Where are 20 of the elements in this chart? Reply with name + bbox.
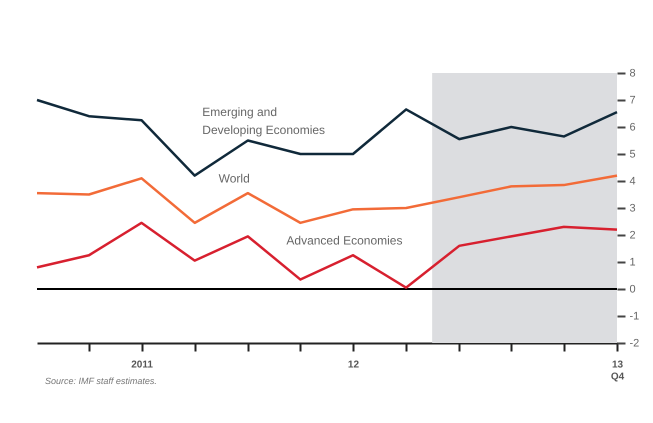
y-tick-label: 2 xyxy=(630,230,636,242)
series-label: Emerging and Developing Economies xyxy=(202,105,326,138)
line-series xyxy=(36,174,618,224)
y-tick-label: 3 xyxy=(630,202,636,214)
line-series xyxy=(36,222,618,289)
y-tick-label: 7 xyxy=(630,94,636,106)
y-tick-label: 0 xyxy=(630,284,636,296)
x-tick-label: 13 Q4 xyxy=(610,360,625,382)
y-tick-label: -2 xyxy=(630,338,640,350)
y-tick-label: 4 xyxy=(630,176,636,188)
series-label: World xyxy=(218,171,250,186)
y-tick-label: 1 xyxy=(630,256,636,268)
x-tick-label: 2011 xyxy=(131,360,154,370)
y-tick-label: -1 xyxy=(630,310,640,322)
x-tick-label: 12 xyxy=(348,360,360,370)
source-note: Source: IMF staff estimates. xyxy=(45,376,157,386)
y-tick-label: 5 xyxy=(630,148,636,160)
y-tick-label: 6 xyxy=(630,122,636,134)
y-tick-label: 8 xyxy=(630,68,636,80)
series-label: Advanced Economies xyxy=(286,233,402,248)
